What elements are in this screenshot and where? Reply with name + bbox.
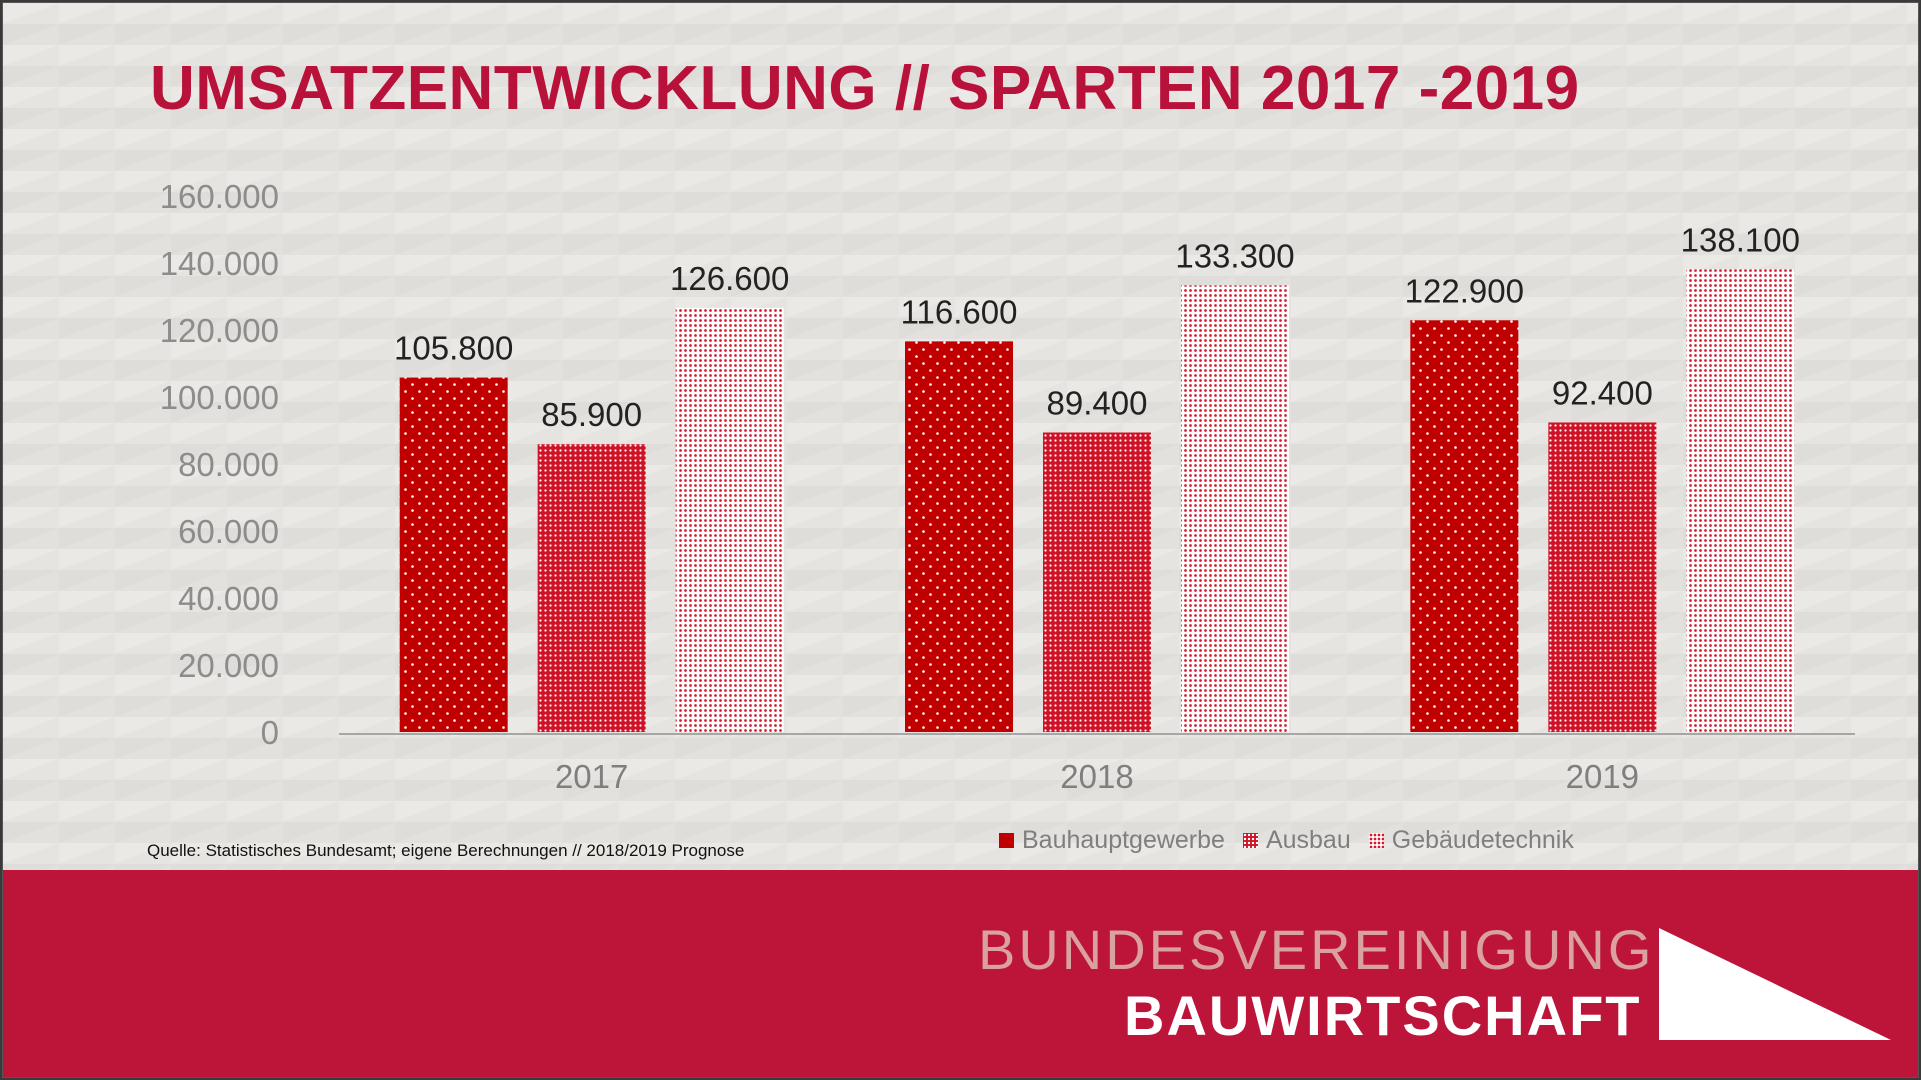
logo-text-bundesvereinigung: BUNDESVEREINIGUNG bbox=[978, 918, 1655, 981]
bar-ausbau-2019 bbox=[1548, 422, 1657, 732]
logo-text-bauwirtschaft: BAUWIRTSCHAFT bbox=[1124, 984, 1642, 1047]
y-tick-label: 40.000 bbox=[178, 580, 279, 617]
data-label: 89.400 bbox=[1047, 385, 1148, 422]
bar-gebudetechnik-2017 bbox=[675, 307, 784, 732]
data-label: 105.800 bbox=[394, 330, 513, 367]
x-tick-label: 2017 bbox=[555, 758, 628, 795]
legend-label-gebaeudetechnik: Gebäudetechnik bbox=[1391, 826, 1574, 854]
footer-band bbox=[3, 870, 1918, 1077]
data-label: 122.900 bbox=[1405, 272, 1524, 309]
bar-ausbau-2017 bbox=[537, 444, 646, 732]
legend-item-bauhauptgewerbe: Bauhauptgewerbe bbox=[999, 826, 1225, 855]
bar-bauhauptgewerbe-2019 bbox=[1410, 320, 1519, 732]
source-note: Quelle: Statistisches Bundesamt; eigene … bbox=[147, 841, 745, 860]
y-tick-label: 120.000 bbox=[160, 312, 279, 349]
bar-bauhauptgewerbe-2018 bbox=[905, 341, 1013, 732]
legend-swatch-bauhauptgewerbe bbox=[999, 833, 1014, 848]
data-label: 126.600 bbox=[670, 260, 789, 297]
data-label: 116.600 bbox=[901, 293, 1018, 330]
bar-chart: 0 20.000 40.000 60.000 80.000 100.000 120.000 1… bbox=[160, 178, 1855, 795]
chart-area-background: UMSATZENTWICKLUNG // SPARTEN 2017 -2019 … bbox=[3, 3, 1918, 870]
legend-item-ausbau: Ausbau bbox=[1242, 826, 1351, 855]
bar-gebudetechnik-2018 bbox=[1181, 285, 1289, 732]
y-tick-label: 20.000 bbox=[178, 647, 279, 684]
legend-label-ausbau: Ausbau bbox=[1265, 826, 1351, 854]
y-tick-label: 140.000 bbox=[160, 245, 279, 282]
bar-bauhauptgewerbe-2017 bbox=[399, 377, 508, 732]
y-tick-label: 60.000 bbox=[178, 513, 279, 550]
y-tick-label: 80.000 bbox=[178, 446, 279, 483]
legend-swatch-gebaeudetechnik bbox=[1368, 833, 1384, 848]
legend-item-gebaeudetechnik: Gebäudetechnik bbox=[1368, 826, 1574, 855]
legend: Bauhauptgewerbe Ausbau Gebäudetechnik bbox=[999, 826, 1574, 855]
data-label: 138.100 bbox=[1681, 221, 1800, 258]
page-title: UMSATZENTWICKLUNG // SPARTEN 2017 -2019 bbox=[150, 54, 1580, 123]
bar-ausbau-2018 bbox=[1043, 432, 1151, 732]
data-label: 92.400 bbox=[1552, 374, 1653, 411]
y-tick-label: 100.000 bbox=[160, 379, 279, 416]
legend-label-bauhauptgewerbe: Bauhauptgewerbe bbox=[1022, 826, 1225, 854]
x-tick-label: 2019 bbox=[1566, 758, 1639, 795]
data-label: 85.900 bbox=[541, 396, 642, 433]
data-label: 133.300 bbox=[1175, 237, 1294, 274]
y-tick-label: 0 bbox=[261, 714, 279, 751]
y-tick-label: 160.000 bbox=[160, 178, 279, 215]
legend-swatch-ausbau bbox=[1242, 833, 1258, 848]
bar-gebudetechnik-2019 bbox=[1686, 269, 1795, 732]
x-tick-label: 2018 bbox=[1060, 758, 1133, 795]
logo-triangle-icon bbox=[1659, 928, 1891, 1040]
